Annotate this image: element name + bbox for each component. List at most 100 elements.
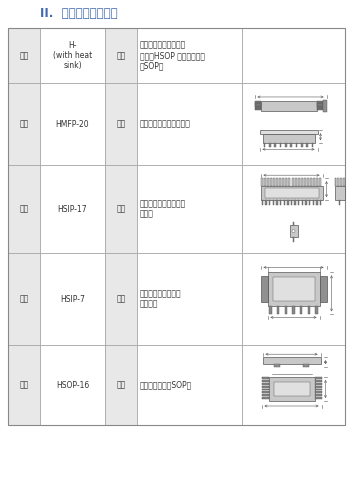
Bar <box>264 178 266 186</box>
Bar <box>283 200 285 205</box>
Bar <box>242 28 345 83</box>
Bar <box>317 104 323 105</box>
Bar <box>105 165 137 253</box>
Text: 名称: 名称 <box>19 119 29 129</box>
Bar <box>315 392 322 393</box>
Text: 导散热片的小形扁平封装: 导散热片的小形扁平封装 <box>140 119 191 129</box>
Bar <box>310 178 312 186</box>
Bar <box>274 364 280 367</box>
Bar <box>317 107 323 108</box>
Bar <box>277 306 279 314</box>
Text: 名称: 名称 <box>19 51 29 60</box>
Bar <box>8 83 40 165</box>
Bar <box>335 178 336 186</box>
Bar <box>105 28 137 83</box>
Bar <box>269 200 270 205</box>
Text: 带散热片的单列直插式
封装。: 带散热片的单列直插式 封装。 <box>140 199 186 219</box>
Bar <box>343 178 345 186</box>
Bar <box>292 306 295 314</box>
Bar <box>262 397 269 399</box>
Bar <box>317 106 323 107</box>
Bar <box>320 200 321 205</box>
Bar <box>262 383 269 385</box>
Text: 描述: 描述 <box>116 381 126 390</box>
Bar <box>242 345 345 425</box>
Bar <box>255 101 261 102</box>
Bar <box>282 178 284 186</box>
Bar <box>306 143 308 147</box>
Bar <box>261 186 323 200</box>
Bar <box>293 237 294 242</box>
Bar <box>242 165 345 253</box>
Bar <box>273 277 315 301</box>
Bar <box>261 178 263 186</box>
Bar <box>312 200 314 205</box>
Bar <box>317 101 323 102</box>
Bar <box>255 104 261 105</box>
Bar <box>105 345 137 425</box>
Bar <box>40 28 105 83</box>
Bar <box>8 28 40 83</box>
Bar <box>242 253 345 345</box>
Bar <box>268 272 319 306</box>
Bar <box>40 345 105 425</box>
Text: 描述: 描述 <box>116 205 126 214</box>
Bar <box>317 109 323 110</box>
Bar <box>285 178 287 186</box>
Bar <box>292 178 294 186</box>
Bar <box>280 200 281 205</box>
Bar <box>298 178 300 186</box>
Bar <box>269 143 271 147</box>
Bar <box>263 134 315 143</box>
Bar <box>305 200 307 205</box>
Text: 名称: 名称 <box>19 205 29 214</box>
Text: 名称: 名称 <box>19 294 29 303</box>
Bar <box>307 178 309 186</box>
Bar <box>255 105 261 106</box>
Bar <box>287 200 288 205</box>
Bar <box>303 364 309 367</box>
Bar <box>105 345 137 425</box>
Bar <box>315 380 322 382</box>
Bar <box>274 382 310 396</box>
Text: H-
(with heat
sink): H- (with heat sink) <box>53 40 92 70</box>
Bar <box>313 178 315 186</box>
Bar <box>307 306 310 314</box>
Bar <box>315 389 322 390</box>
Bar <box>262 200 263 205</box>
Bar <box>315 306 318 314</box>
Bar <box>294 200 296 205</box>
Text: 表示导散热器的SOP。: 表示导散热器的SOP。 <box>140 381 192 390</box>
Bar <box>255 102 261 104</box>
Bar <box>265 200 267 205</box>
Bar <box>255 109 261 110</box>
Bar <box>264 188 318 198</box>
Bar <box>8 345 40 425</box>
Bar <box>304 178 306 186</box>
Bar <box>285 143 287 147</box>
Bar <box>137 83 242 165</box>
Bar <box>274 143 276 147</box>
Bar <box>8 83 40 165</box>
Bar <box>262 377 269 379</box>
Bar <box>316 178 318 186</box>
Bar <box>105 165 137 253</box>
Text: 描述: 描述 <box>116 294 126 303</box>
Bar <box>288 178 291 186</box>
Bar <box>261 276 268 302</box>
Bar <box>137 28 242 83</box>
Bar <box>300 306 303 314</box>
Bar <box>319 276 327 302</box>
Bar <box>262 380 269 382</box>
Bar <box>8 28 40 83</box>
Bar <box>317 103 323 105</box>
Bar <box>263 357 321 364</box>
Bar <box>262 386 269 388</box>
Bar <box>105 253 137 345</box>
Bar <box>315 394 322 396</box>
Bar <box>255 108 261 109</box>
Bar <box>137 253 242 345</box>
Bar <box>267 178 269 186</box>
Bar <box>301 178 303 186</box>
Bar <box>315 377 322 379</box>
